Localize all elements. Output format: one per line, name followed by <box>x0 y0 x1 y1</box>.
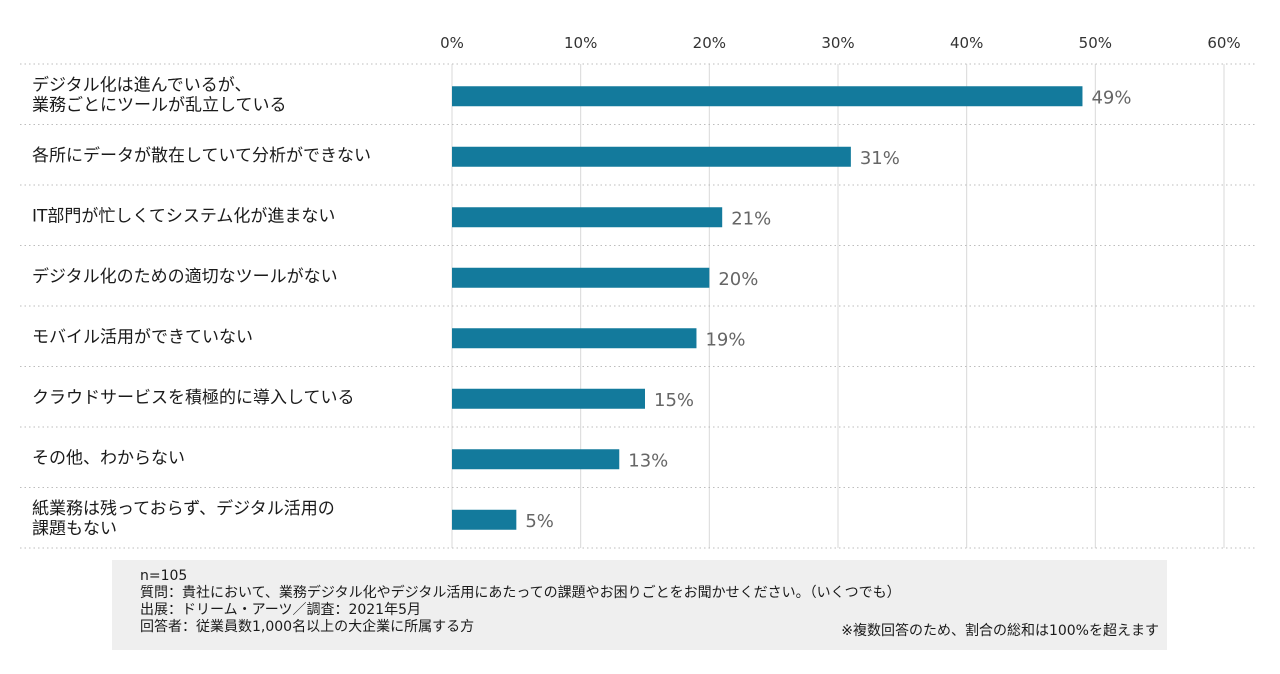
bar-value-label: 20% <box>718 269 758 290</box>
bars: 49% 31% 21% 20% 19% 15% 13% 5% <box>452 86 1131 532</box>
remark-text: ※複数回答のため、割合の総和は100%を超えます <box>841 623 1159 639</box>
bar <box>452 86 1083 107</box>
bar-value-label: 13% <box>628 450 668 471</box>
x-tick-label: 0% <box>440 34 464 52</box>
category-label: その他、わからない <box>32 448 185 468</box>
x-tick-label: 20% <box>693 34 726 52</box>
category-label: IT部門が忙しくてシステム化が進まない <box>32 206 335 226</box>
category-labels: デジタル化は進んでいるが、業務ごとにツールが乱立している各所にデータが散在してい… <box>32 74 371 539</box>
bar-value-label: 15% <box>654 390 694 411</box>
category-label: 紙業務は残っておらず、デジタル活用の課題もない <box>32 498 335 539</box>
sample-size: n=105 <box>140 568 188 584</box>
bar-value-label: 49% <box>1091 87 1131 108</box>
x-tick-label: 40% <box>950 34 983 52</box>
category-label: モバイル活用ができていない <box>32 327 253 347</box>
bar-value-label: 19% <box>705 329 745 350</box>
x-tick-label: 60% <box>1207 34 1240 52</box>
bar-value-label: 5% <box>525 511 554 532</box>
bar <box>452 328 697 349</box>
bar-chart: 0% 10% 20% 30% 40% 50% 60% 49% 31% 21% 20% 19% 15% 1… <box>20 34 1256 549</box>
question-text: 質問：貴社において、業務デジタル化やデジタル活用にあたっての課題やお困りごとをお… <box>140 585 901 601</box>
bar <box>452 509 517 530</box>
bar <box>452 449 620 470</box>
x-tick-label: 10% <box>564 34 597 52</box>
bar-value-label: 31% <box>860 148 900 169</box>
bar <box>452 146 851 167</box>
respondents-text: 回答者：従業員数1,000名以上の大企業に所属する方 <box>140 619 475 635</box>
category-label: デジタル化のための適切なツールがない <box>32 266 338 287</box>
source-text: 出展：ドリーム・アーツ／調査：2021年5月 <box>140 602 421 618</box>
x-tick-label: 30% <box>821 34 854 52</box>
x-tick-label: 50% <box>1079 34 1112 52</box>
bar-value-label: 21% <box>731 208 771 229</box>
category-label: デジタル化は進んでいるが、業務ごとにツールが乱立している <box>32 74 287 115</box>
category-label: クラウドサービスを積極的に導入している <box>32 388 355 408</box>
bar <box>452 207 723 228</box>
bar <box>452 388 645 409</box>
category-label: 各所にデータが散在していて分析ができない <box>32 145 371 166</box>
bar <box>452 267 710 288</box>
notes-box: n=105 質問：貴社において、業務デジタル化やデジタル活用にあたっての課題やお… <box>112 560 1167 650</box>
grid-lines <box>20 63 1256 549</box>
x-axis-ticks: 0% 10% 20% 30% 40% 50% 60% <box>440 34 1241 52</box>
